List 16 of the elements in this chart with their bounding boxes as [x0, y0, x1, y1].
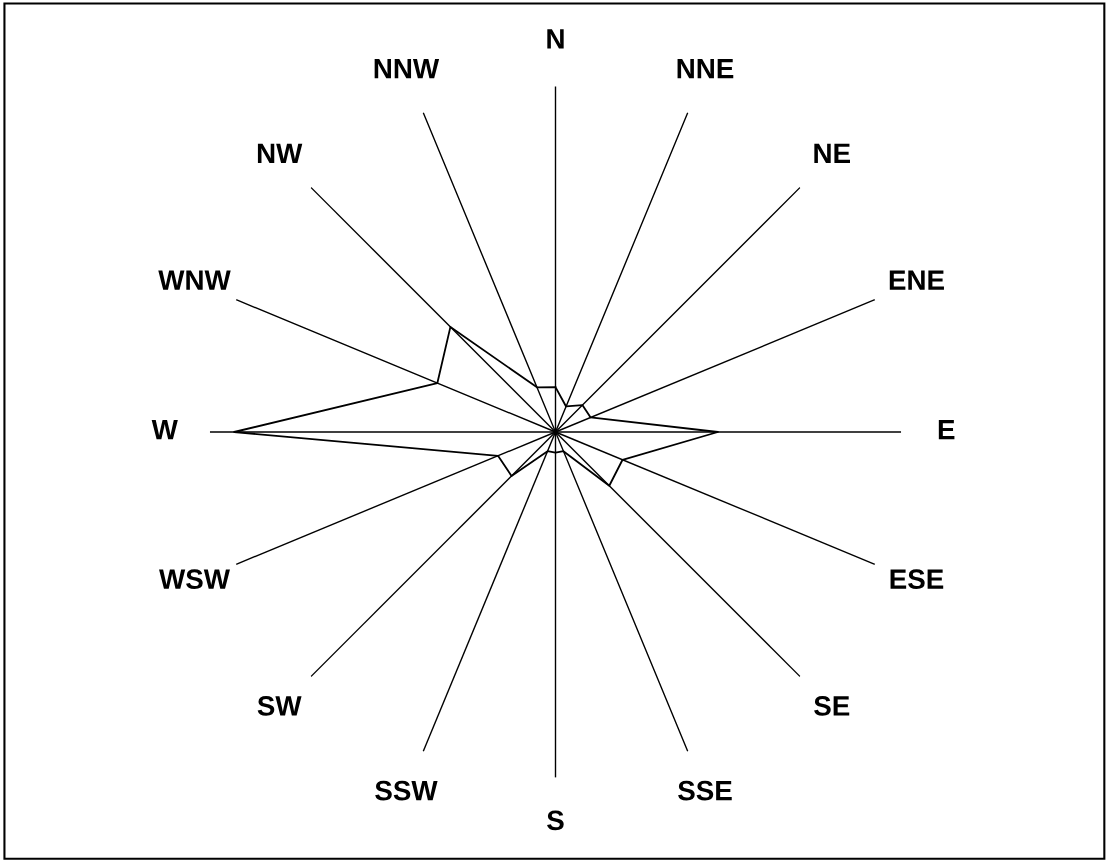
spoke-label: NNE — [677, 59, 734, 79]
spoke-label: ENE — [889, 270, 944, 290]
spoke-label: WSW — [159, 569, 230, 589]
spoke-label: SE — [814, 696, 850, 716]
spoke-label: SW — [257, 696, 302, 716]
spoke-label: W — [151, 420, 178, 440]
spoke-label: E — [938, 420, 955, 440]
spoke-label: S — [547, 810, 564, 831]
spoke-label: WNW — [158, 270, 231, 290]
spoke-label: SSE — [678, 780, 732, 801]
spoke-label: NW — [257, 143, 303, 163]
spoke-label: ESE — [890, 569, 944, 589]
spoke-label: SSW — [375, 780, 438, 801]
spoke-label: N — [547, 29, 564, 49]
spoke-label: NNW — [374, 59, 440, 79]
spoke-label: NE — [814, 143, 850, 163]
